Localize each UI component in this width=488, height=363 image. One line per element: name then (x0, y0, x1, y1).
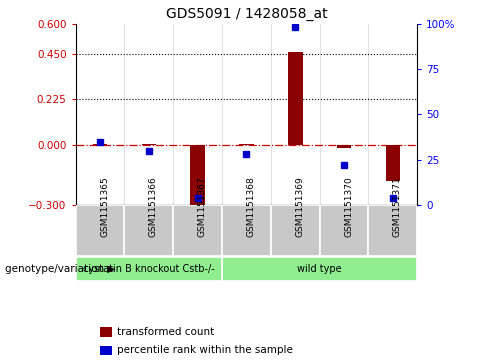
Text: wild type: wild type (297, 264, 342, 274)
Bar (222, 257, 417, 281)
Text: GSM1151368: GSM1151368 (246, 176, 255, 237)
Text: GSM1151366: GSM1151366 (149, 176, 158, 237)
Text: GSM1151367: GSM1151367 (198, 176, 206, 237)
Bar (368, 205, 417, 256)
Bar (271, 205, 320, 256)
Bar (320, 205, 368, 256)
Text: GSM1151371: GSM1151371 (393, 176, 402, 237)
Bar (337, 144, 351, 148)
Bar (173, 205, 222, 256)
Text: genotype/variation ▶: genotype/variation ▶ (5, 264, 115, 274)
Bar (190, 144, 205, 209)
Text: GSM1151369: GSM1151369 (295, 176, 304, 237)
Text: transformed count: transformed count (117, 327, 214, 337)
Bar (288, 52, 303, 144)
Text: GSM1151365: GSM1151365 (100, 176, 109, 237)
Bar (76, 257, 222, 281)
Bar (76, 205, 124, 256)
Text: percentile rank within the sample: percentile rank within the sample (117, 345, 293, 355)
Title: GDS5091 / 1428058_at: GDS5091 / 1428058_at (165, 7, 327, 21)
Text: cystatin B knockout Cstb-/-: cystatin B knockout Cstb-/- (83, 264, 215, 274)
Bar (222, 205, 271, 256)
Bar (124, 205, 173, 256)
Text: GSM1151370: GSM1151370 (344, 176, 353, 237)
Bar (386, 144, 400, 181)
